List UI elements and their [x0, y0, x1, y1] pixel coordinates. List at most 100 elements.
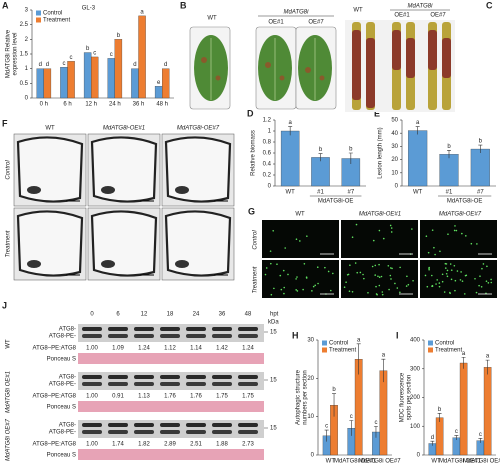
legend-swatch: [428, 340, 433, 346]
fluorescent-spot: [399, 266, 401, 269]
fluorescent-spot: [283, 286, 285, 289]
fluorescent-spot: [314, 284, 317, 287]
fluorescent-spot: [407, 283, 410, 286]
fluorescent-spot: [306, 235, 308, 237]
significance-letter: b: [332, 387, 336, 393]
error-bar: [461, 356, 466, 369]
row-label: Treatment: [6, 230, 12, 257]
ratio-value: 1.76: [190, 394, 202, 400]
band: [82, 430, 102, 434]
y-tick-label: 20: [307, 376, 314, 382]
x-tick-label: 48 h: [156, 102, 168, 108]
row-label: MdATG8i OE#1: [6, 371, 12, 413]
panel-letter: C: [486, 0, 493, 10]
fluorescent-spot: [399, 291, 401, 294]
band: [212, 382, 232, 386]
bar: [67, 61, 75, 99]
stem-lesion: [392, 30, 401, 70]
bar: [379, 370, 388, 456]
group-label: MdATG8i-OE: [318, 199, 354, 205]
fluorescent-spot: [381, 291, 384, 293]
band: [108, 334, 128, 338]
fluorescent-spot: [349, 264, 351, 266]
kda-label: kDa: [268, 320, 279, 326]
mw-label: 15: [270, 426, 277, 432]
ponceau-stain: [78, 449, 264, 460]
ponceau-label: Ponceau S: [47, 453, 76, 459]
legend-label: Treatment: [435, 348, 462, 354]
panel-letter: A: [2, 0, 9, 10]
fluorescent-spot: [351, 236, 354, 239]
fluorescent-spot: [389, 274, 392, 277]
stem-lesion: [428, 30, 437, 70]
fluorescent-spot: [449, 263, 452, 265]
fluorescent-spot: [273, 287, 275, 290]
y-tick-label: 0.2: [263, 173, 272, 179]
significance-letter: d: [164, 62, 167, 68]
x-tick-label: #1: [446, 190, 453, 196]
y-tick-label: 30: [391, 144, 398, 150]
fluorescent-spot: [476, 243, 478, 245]
band: [238, 382, 258, 386]
bar: [91, 56, 99, 99]
fluorescent-spot: [428, 268, 430, 271]
fluorescent-spot: [435, 283, 437, 285]
band: [186, 382, 206, 386]
error-bar: [349, 420, 354, 436]
band-label: ATG8-PE-: [49, 334, 76, 340]
fluorescent-spot: [487, 282, 490, 284]
legend-swatch: [322, 340, 327, 346]
chloroplast: [27, 260, 41, 268]
y-tick-label: 0.6: [263, 151, 272, 157]
fluorescent-spot: [430, 274, 433, 277]
band: [186, 375, 206, 379]
band: [82, 423, 102, 427]
y-tick-label: 20: [391, 157, 398, 163]
fluorescent-spot: [272, 230, 274, 232]
x-tick-label: #1: [317, 190, 324, 196]
y-tick-label: 1: [268, 129, 272, 135]
fluorescent-spot: [270, 293, 273, 296]
fluorescent-spot: [486, 265, 488, 268]
significance-letter: a: [486, 354, 490, 360]
y-tick-label: 1.5: [20, 52, 29, 58]
y-tick-label: 300: [410, 366, 421, 372]
fluorescent-spot: [324, 266, 326, 269]
legend-swatch: [36, 10, 41, 16]
fluorescent-spot: [378, 263, 380, 266]
fluorescent-spot: [453, 229, 456, 232]
error-bar: [478, 438, 483, 443]
fluorescent-spot: [436, 279, 439, 281]
ratio-value: 1.09: [112, 346, 124, 352]
x-tick-label: MdATG8i OE#1: [439, 459, 482, 465]
fluorescent-spot: [302, 288, 304, 291]
blot: [78, 324, 264, 342]
significance-letter: a: [140, 9, 144, 15]
cell-wall: [164, 210, 232, 277]
bar: [107, 58, 115, 99]
fluorescent-spot: [346, 274, 349, 276]
time-label: 18: [167, 312, 174, 318]
stem-lesion: [352, 30, 361, 100]
unit-label: hpt: [270, 312, 279, 318]
significance-letter: b: [86, 46, 90, 52]
fluorescent-spot: [283, 292, 285, 295]
fluorescent-spot: [475, 291, 478, 294]
fluorescent-spot: [354, 262, 357, 264]
ratio-label: ATG8–PE:ATG8: [33, 346, 77, 352]
fluorescent-spot: [396, 287, 399, 289]
chloroplast: [101, 260, 115, 268]
error-bar: [447, 150, 451, 159]
fluorescent-spot: [465, 274, 468, 277]
time-label: 24: [193, 312, 200, 318]
fluorescent-spot: [317, 282, 319, 285]
band: [238, 327, 258, 331]
fluorescent-spot: [405, 285, 408, 287]
bar: [439, 154, 459, 187]
column-label: MdATG8i-OE#7: [177, 126, 220, 132]
panel-letter: E: [374, 108, 380, 118]
band: [108, 327, 128, 331]
fluorescent-spot: [446, 269, 449, 272]
y-tick-label: 0: [311, 453, 315, 459]
